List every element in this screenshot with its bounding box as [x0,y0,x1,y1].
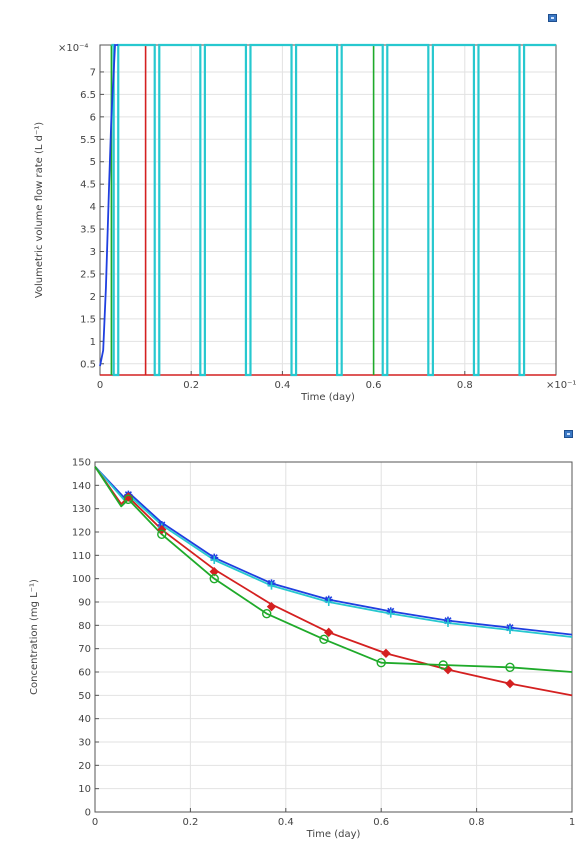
y-tick-label: 3 [90,247,96,258]
series-green-marker [376,657,386,668]
x-tick-label: 0.4 [274,380,290,391]
series-blue-line [94,466,573,636]
y-tick-label: 20 [78,761,91,772]
y-tick-label: 120 [72,528,91,539]
y-tick-label: 110 [72,551,91,562]
y-tick-label: 1 [90,337,96,348]
series-red-marker [209,566,219,577]
y-axis-label: Volumetric volume flow rate (L d⁻¹) [34,122,45,298]
y-tick-label: 0.5 [80,359,96,370]
x-axis-label: Time (day) [306,829,361,840]
series-cyan-marker [505,626,514,634]
series-red-line [94,466,573,697]
series-green-marker [262,608,272,619]
y-tick-label: 80 [78,621,91,632]
x-tick-label: 0.6 [366,380,382,391]
x-tick-label: 0.8 [469,817,485,828]
series-cyan-marker [267,581,276,590]
series-cyan-marker [210,556,219,564]
y-tick-label: 5.5 [80,135,96,146]
x-tick-label: 0 [92,817,98,828]
y-tick-label: 2 [90,292,96,303]
series-cyan-marker [443,619,452,627]
y-tick-label: 4.5 [80,180,96,191]
x-tick-label: 0.6 [373,817,389,828]
y-tick-label: 5 [90,157,96,168]
y-tick-label: 10 [78,784,91,795]
x-tick-label: 0.8 [457,380,473,391]
chart-1 [99,43,557,377]
x-tick-label: 0.2 [182,817,198,828]
series-red-marker [505,678,515,689]
series-cyan-marker [324,598,333,606]
x-axis-label: Time (day) [300,392,355,403]
y-tick-label: 2.5 [80,269,96,280]
y-multiplier-label: ×10⁻⁴ [58,43,88,54]
series-red-marker [381,648,391,659]
series-green-marker [157,529,167,540]
y-tick-label: 150 [72,458,91,469]
series-green-marker [319,634,329,645]
series-green-marker [505,662,515,673]
y-tick-label: 100 [72,574,91,585]
export-plot-icon[interactable] [564,430,573,438]
series-blue-line [99,44,119,367]
x-tick-label: 0.4 [278,817,294,828]
series-cyan-line [111,43,556,377]
y-tick-label: 140 [72,481,91,492]
y-tick-label: 1.5 [80,314,96,325]
y-tick-label: 40 [78,714,91,725]
series-red-marker [266,601,277,612]
y-axis-label: Concentration (mg L⁻¹) [29,579,40,695]
x-tick-label: 1 [569,817,575,828]
series-red-marker [324,627,334,638]
y-tick-label: 130 [72,504,91,515]
series-green-marker [438,660,448,670]
y-tick-label: 3.5 [80,225,96,236]
series-cyan-line [94,466,573,638]
plot-frame [94,461,573,813]
x-multiplier-label: ×10⁻¹ [546,380,576,391]
chart-2 [94,461,573,813]
series-green-marker [209,573,219,584]
y-tick-label: 30 [78,738,91,749]
x-tick-label: 0 [97,380,103,391]
y-tick-label: 0 [85,808,91,819]
export-plot-icon[interactable] [548,14,557,22]
y-tick-label: 4 [90,202,96,213]
series-green-line [94,466,573,673]
series-green-marker [123,494,134,505]
y-tick-label: 50 [78,691,91,702]
y-tick-label: 70 [78,644,91,655]
series-cyan-marker [386,609,395,618]
y-tick-label: 60 [78,668,91,679]
y-tick-label: 6 [90,112,96,123]
y-tick-label: 6.5 [80,90,96,101]
x-tick-label: 0.2 [183,380,199,391]
y-tick-label: 7 [90,67,96,78]
y-tick-label: 90 [78,598,91,609]
